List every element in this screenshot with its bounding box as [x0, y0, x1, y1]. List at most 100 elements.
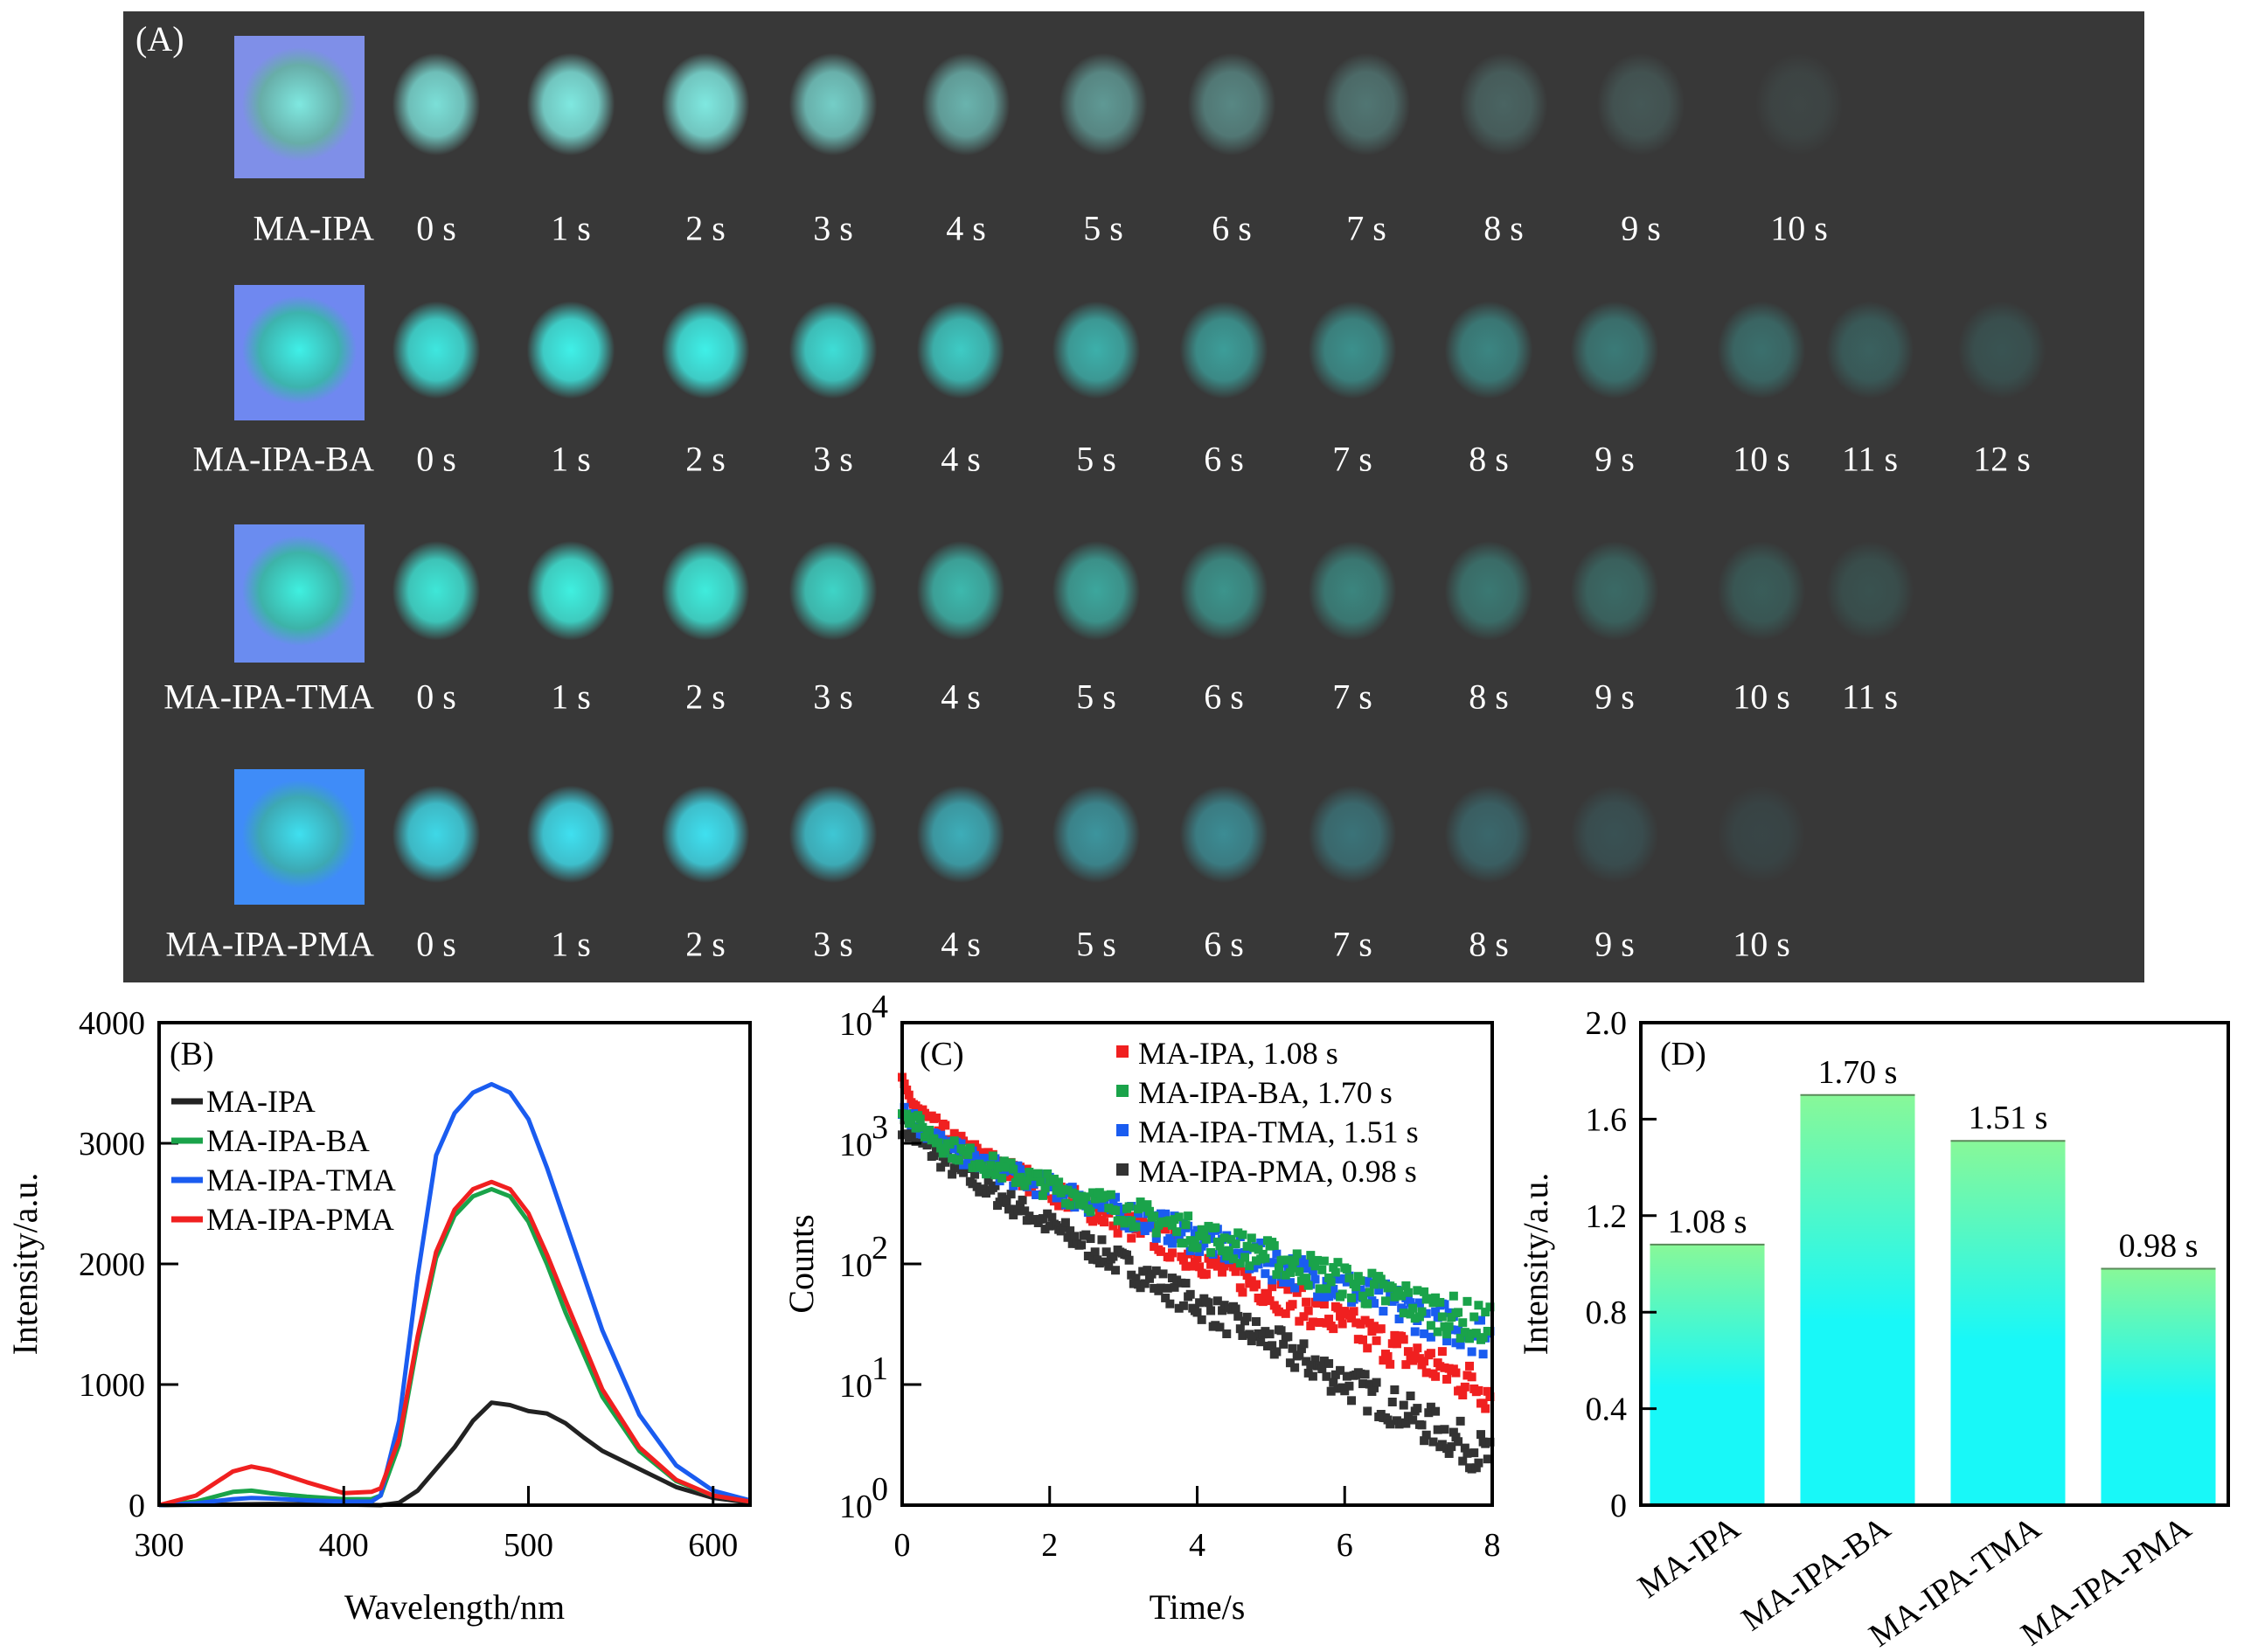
data-point [1077, 1240, 1087, 1250]
data-point [1256, 1254, 1266, 1264]
time-label: 1 s [551, 208, 591, 248]
data-point [1081, 1230, 1091, 1239]
time-label: 0 s [416, 924, 456, 964]
data-point [1337, 1319, 1347, 1329]
data-point [1290, 1363, 1300, 1372]
time-label: 4 s [941, 924, 981, 964]
data-point [1326, 1386, 1336, 1396]
data-point [1204, 1253, 1213, 1263]
data-point [1111, 1206, 1121, 1216]
data-point [1172, 1227, 1182, 1237]
data-point [1138, 1267, 1148, 1276]
data-point [1455, 1385, 1465, 1395]
data-point [1319, 1299, 1329, 1308]
time-label: 0 s [416, 439, 456, 479]
data-point [1410, 1314, 1420, 1323]
afterglow-frame [768, 36, 899, 178]
data-point [1262, 1290, 1272, 1300]
time-label: 5 s [1076, 439, 1116, 479]
y-tick-label: 2000 [79, 1246, 145, 1283]
data-point [1420, 1436, 1429, 1446]
afterglow-frame [1287, 524, 1418, 663]
data-point [1268, 1275, 1277, 1285]
data-point [1093, 1214, 1102, 1224]
data-point [1258, 1297, 1268, 1307]
data-point [1358, 1335, 1368, 1344]
data-point [1449, 1427, 1458, 1437]
data-point [1004, 1172, 1014, 1182]
data-point [1178, 1239, 1188, 1248]
afterglow-frame [1804, 524, 1935, 663]
series-line-ma-ipa-tma [158, 1081, 751, 1508]
data-point [1052, 1185, 1061, 1195]
data-point [1016, 1165, 1025, 1175]
afterglow-frame [1423, 285, 1554, 420]
data-point [1127, 1233, 1136, 1243]
data-point [1281, 1308, 1290, 1318]
data-point [972, 1182, 982, 1191]
y-tick-label: 1000 [79, 1367, 145, 1404]
data-point [1442, 1374, 1452, 1384]
afterglow-frame [1158, 524, 1289, 663]
data-point [1143, 1266, 1152, 1275]
data-point [1386, 1290, 1395, 1300]
data-point [1333, 1303, 1343, 1313]
data-point [1120, 1211, 1129, 1221]
data-point [1254, 1329, 1263, 1338]
data-point [1414, 1312, 1424, 1322]
data-point [1269, 1258, 1279, 1267]
data-point [911, 1136, 921, 1146]
data-point [900, 1079, 909, 1089]
data-point [1285, 1267, 1295, 1277]
data-point [1440, 1425, 1449, 1434]
data-point [1104, 1204, 1114, 1213]
data-point [1460, 1443, 1469, 1453]
time-label: 6 s [1204, 677, 1244, 717]
data-point [948, 1170, 957, 1179]
data-point [1363, 1299, 1372, 1308]
data-point [929, 1151, 939, 1161]
data-point [1070, 1203, 1080, 1212]
time-label: 3 s [813, 924, 853, 964]
data-point [1036, 1177, 1046, 1187]
data-point [1245, 1329, 1254, 1339]
data-point [1467, 1464, 1476, 1474]
data-point [1113, 1228, 1122, 1238]
data-point [949, 1144, 959, 1154]
row-label: MA-IPA [253, 208, 374, 248]
data-point [1426, 1321, 1435, 1330]
data-point [1317, 1265, 1327, 1274]
afterglow-frame [1696, 524, 1827, 663]
data-point [1054, 1177, 1064, 1187]
data-point [1059, 1184, 1068, 1194]
time-label: 5 s [1076, 924, 1116, 964]
afterglow-frame [1575, 36, 1706, 178]
data-point [931, 1129, 941, 1139]
data-point [1070, 1232, 1080, 1241]
data-point [1201, 1234, 1211, 1244]
data-point [1144, 1206, 1154, 1216]
data-point [954, 1156, 963, 1165]
time-label: 4 s [946, 208, 986, 248]
afterglow-frame [900, 36, 1032, 178]
data-point [1066, 1200, 1075, 1210]
x-axis-title: Time/s [1150, 1587, 1246, 1627]
data-point [925, 1125, 934, 1135]
time-label: 7 s [1332, 924, 1372, 964]
data-point [1038, 1190, 1047, 1200]
x-tick-label: 300 [135, 1527, 184, 1564]
data-point [1313, 1298, 1323, 1308]
data-point [1458, 1318, 1468, 1328]
time-label: 7 s [1332, 439, 1372, 479]
data-point [1147, 1269, 1157, 1279]
data-point [1072, 1193, 1081, 1203]
data-point [1336, 1365, 1345, 1375]
data-point [1410, 1350, 1420, 1360]
afterglow-frame [1549, 285, 1680, 420]
data-point [1138, 1221, 1148, 1231]
x-category-label: MA-IPA [1631, 1510, 1747, 1606]
data-point [1386, 1359, 1395, 1369]
data-point [1215, 1241, 1225, 1251]
data-point [1458, 1456, 1468, 1466]
data-point [1431, 1406, 1441, 1416]
